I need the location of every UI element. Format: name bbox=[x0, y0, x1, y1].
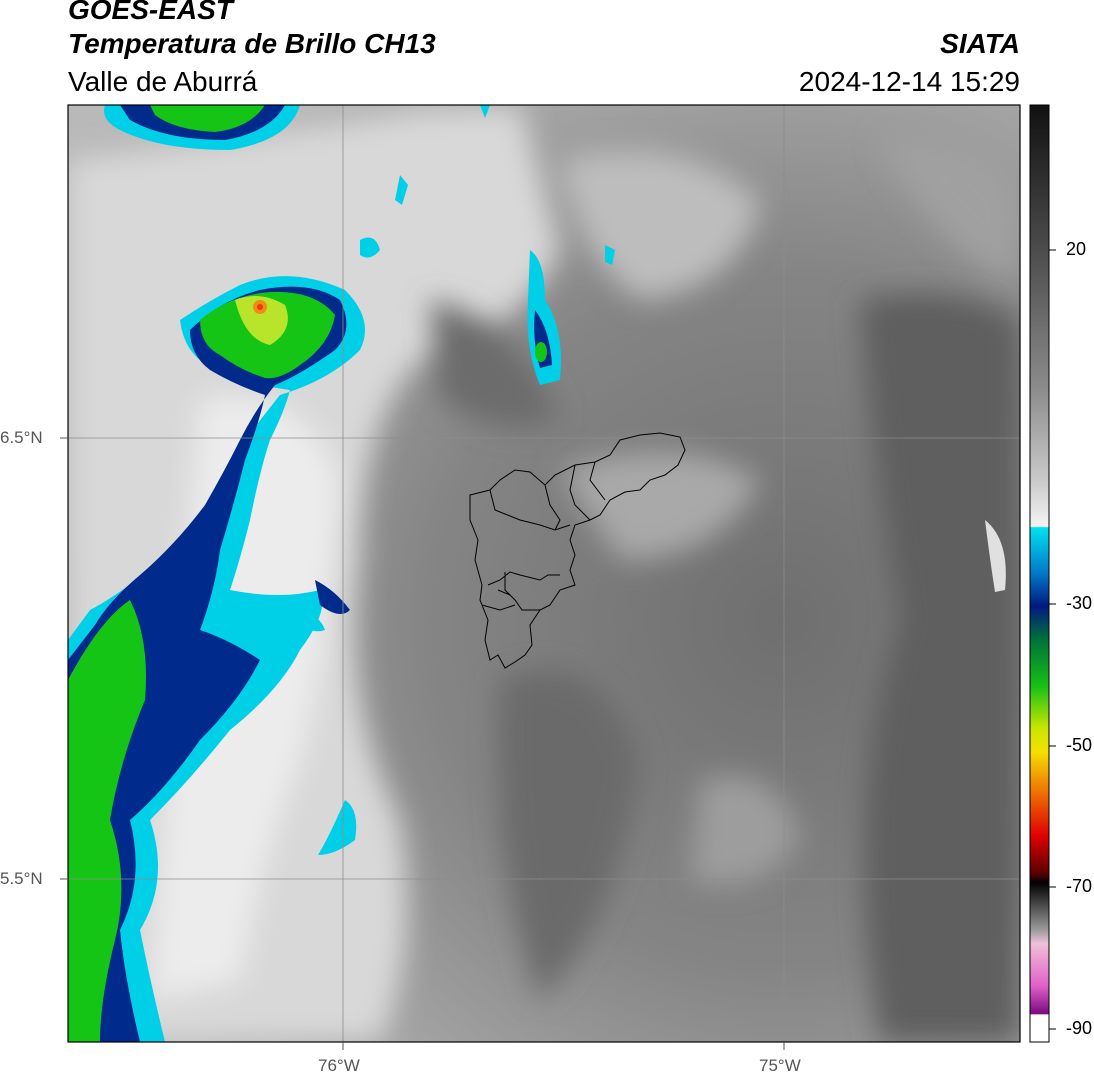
map-imagery bbox=[68, 105, 1020, 1042]
colorbar-label-minus90: -90 bbox=[1066, 1018, 1093, 1038]
timestamp-label: 2024-12-14 15:29 bbox=[798, 66, 1020, 97]
lon-label-75w: 75°W bbox=[759, 1056, 801, 1075]
colorbar-label-minus50: -50 bbox=[1066, 735, 1093, 755]
axis-ticks bbox=[60, 437, 785, 1050]
colorbar-label-minus70: -70 bbox=[1066, 876, 1093, 896]
colorbar bbox=[1029, 104, 1050, 1043]
lon-label-76w: 76°W bbox=[318, 1056, 360, 1075]
colorbar-label-20: 20 bbox=[1066, 239, 1087, 259]
product-title: Temperatura de Brillo CH13 bbox=[68, 28, 436, 59]
gridlines bbox=[68, 105, 1020, 1042]
map-frame bbox=[67, 104, 1021, 1043]
colorbar-label-minus30: -30 bbox=[1066, 593, 1093, 613]
lat-label-6-5: 6.5°N bbox=[0, 428, 43, 447]
cloud-cell-main bbox=[68, 276, 365, 1042]
region-title: Valle de Aburrá bbox=[68, 66, 258, 97]
organization-label: SIATA bbox=[940, 28, 1020, 59]
municipal-boundaries bbox=[469, 432, 686, 669]
cloud-cell-top bbox=[104, 105, 300, 150]
colorbar-ticks bbox=[1049, 249, 1056, 1030]
satellite-title: GOES-EAST bbox=[68, 0, 233, 25]
cloud-fragments bbox=[300, 105, 1006, 855]
lat-label-5-5: 5.5°N bbox=[0, 869, 43, 888]
dark-areas bbox=[430, 293, 1020, 1042]
